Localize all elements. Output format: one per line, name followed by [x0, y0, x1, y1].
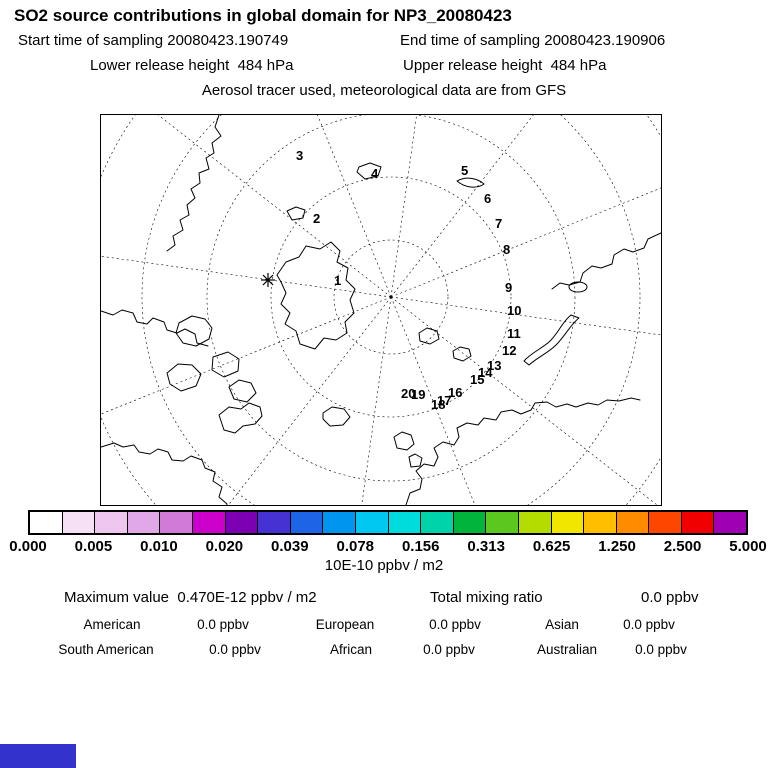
colorbar-tick-label: 0.313 [467, 538, 505, 555]
trajectory-point-11: 11 [507, 326, 521, 341]
region-value-south-american: 0.0 ppbv [209, 642, 261, 657]
colorbar-segment [388, 512, 422, 533]
trajectory-point-14: 14 [478, 365, 493, 380]
colorbar-tick-label: 2.500 [663, 538, 702, 555]
colorbar-tick-label: 0.000 [9, 538, 47, 555]
colorbar-segment [192, 512, 226, 533]
region-label-australian: Australian [536, 642, 598, 657]
colorbar-segment [453, 512, 487, 533]
trajectory-point-19: 19 [411, 387, 425, 402]
colorbar-segment [649, 512, 682, 533]
maximum-value-text: Maximum value 0.470E-12 ppbv / m2 [64, 589, 317, 606]
lower-release-text: Lower release height 484 hPa [90, 57, 294, 74]
trajectory-point-5: 5 [461, 163, 468, 178]
colorbar-tick-label: 1.250 [598, 538, 636, 555]
region-value-african: 0.0 ppbv [423, 642, 475, 657]
total-mixing-ratio-value: 0.0 ppbv [641, 589, 699, 606]
region-label-south-american: South American [58, 642, 154, 657]
region-label-asian: Asian [545, 617, 579, 632]
colorbar-tick-label: 0.078 [336, 538, 375, 555]
trajectory-point-2: 2 [313, 211, 320, 226]
release-point-star-icon [261, 273, 275, 287]
trajectory-point-3: 3 [296, 148, 303, 163]
colorbar [28, 510, 748, 535]
colorbar-segment [551, 512, 585, 533]
region-value-asian: 0.0 ppbv [623, 617, 675, 632]
trajectory-point-9: 9 [505, 280, 512, 295]
trajectory-point-4: 4 [371, 166, 379, 181]
colorbar-segment [584, 512, 617, 533]
total-mixing-ratio-label: Total mixing ratio [430, 589, 543, 606]
trajectory-point-16: 16 [448, 385, 462, 400]
colorbar-tick-label: 0.625 [532, 538, 571, 555]
trajectory-point-12: 12 [502, 343, 516, 358]
trajectory-point-8: 8 [503, 242, 510, 257]
polar-map: 1 2 3 4 5 6 7 8 9 10 11 12 13 14 15 16 17 18 19 20 [100, 114, 662, 506]
colorbar-segment [127, 512, 161, 533]
end-time-text: End time of sampling 20080423.190906 [400, 32, 666, 49]
region-label-european: European [315, 617, 375, 632]
colorbar-tick-label: 0.010 [140, 538, 178, 555]
colorbar-segment [486, 512, 519, 533]
colorbar-tick-label: 0.156 [401, 538, 440, 555]
colorbar-scale-labels: 0.000 0.005 0.010 0.020 0.039 0.078 0.156 0.313… [9, 538, 767, 556]
trajectory-point-20: 20 [401, 386, 415, 401]
colorbar-segment [681, 512, 715, 533]
colorbar-tick-label: 0.005 [74, 538, 113, 555]
colorbar-segment [355, 512, 389, 533]
colorbar-segment [62, 512, 96, 533]
page-title: SO2 source contributions in global domai… [14, 6, 512, 25]
trajectory-point-7: 7 [495, 216, 502, 231]
region-label-american: American [83, 617, 141, 632]
trajectory-point-18: 18 [431, 397, 445, 412]
colorbar-segment [160, 512, 193, 533]
region-label-african: African [329, 642, 373, 657]
colorbar-segment [714, 512, 747, 533]
colorbar-units-label: 10E-10 ppbv / m2 [324, 557, 444, 574]
colorbar-segment [616, 512, 650, 533]
colorbar-tick-label: 5.000 [729, 538, 767, 555]
region-value-european: 0.0 ppbv [429, 617, 481, 632]
trajectory-point-6: 6 [484, 191, 491, 206]
trajectory-point-15: 15 [470, 372, 484, 387]
colorbar-segment [95, 512, 128, 533]
trajectory-point-17: 17 [437, 393, 451, 408]
trajectory-point-13: 13 [487, 358, 501, 373]
trajectory-point-10: 10 [507, 303, 521, 318]
coastlines [101, 115, 661, 505]
colorbar-segment [421, 512, 454, 533]
colorbar-segment [518, 512, 552, 533]
colorbar-tick-label: 0.039 [271, 538, 309, 555]
colorbar-segment [323, 512, 356, 533]
region-value-american: 0.0 ppbv [197, 617, 249, 632]
tracer-note-text: Aerosol tracer used, meteorological data… [201, 82, 567, 99]
colorbar-legend: 0.000 0.005 0.010 0.020 0.039 0.078 0.156 0.313… [9, 510, 767, 556]
graticule-grid [101, 115, 661, 505]
region-value-australian: 0.0 ppbv [635, 642, 687, 657]
colorbar-segment [30, 512, 63, 533]
colorbar-segment [290, 512, 324, 533]
logo-bar [0, 744, 76, 768]
colorbar-tick-label: 0.020 [205, 538, 244, 555]
colorbar-segment [258, 512, 291, 533]
upper-release-text: Upper release height 484 hPa [403, 57, 607, 74]
colorbar-segment [225, 512, 259, 533]
start-time-text: Start time of sampling 20080423.190749 [18, 32, 289, 49]
trajectory-point-1: 1 [334, 273, 341, 288]
